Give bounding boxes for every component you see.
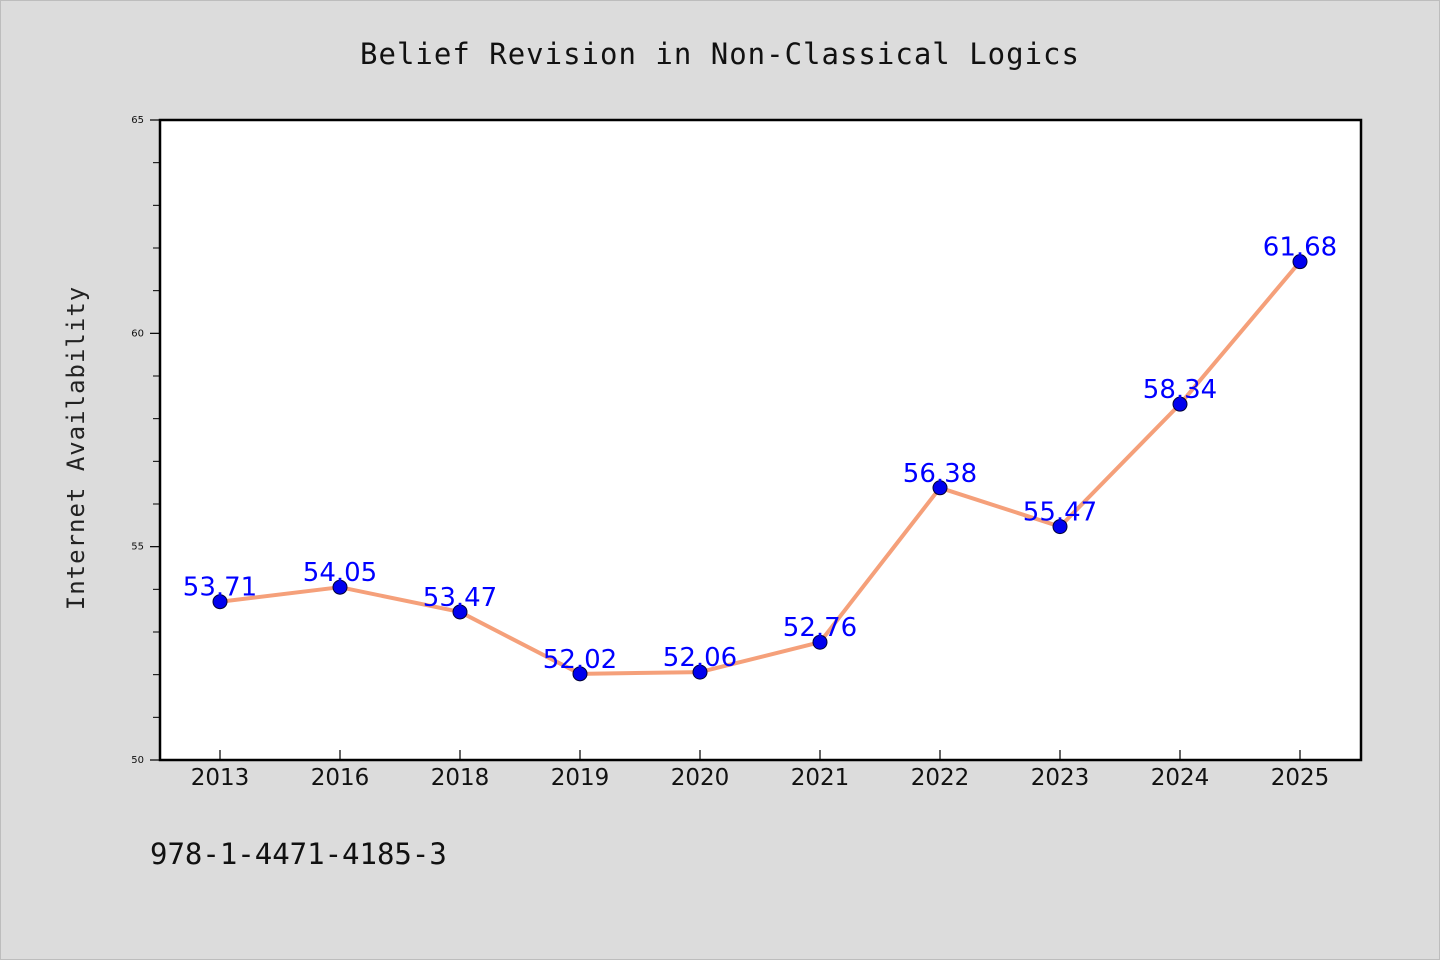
data-point (1172, 396, 1188, 412)
chart-title: Belief Revision in Non-Classical Logics (360, 37, 1080, 71)
y-tick-label: 60 (131, 328, 144, 339)
x-tick-label: 2018 (431, 765, 490, 791)
series-line (218, 259, 1302, 676)
y-tick-label: 55 (131, 542, 144, 553)
x-tick-label: 2023 (1031, 765, 1090, 791)
y-tick-label: 65 (131, 115, 144, 126)
data-label: 55.47 (1023, 498, 1097, 528)
y-axis-label: Internet Availability (62, 286, 90, 610)
data-point (1292, 254, 1308, 270)
x-tick-label: 2025 (1271, 765, 1330, 791)
data-label: 52.02 (543, 645, 617, 675)
x-tick-label: 2020 (671, 765, 730, 791)
data-label: 52.06 (663, 643, 737, 673)
data-label: 53.71 (183, 573, 257, 603)
x-axis-ticks: 2013 2016 2018 2019 2020 2021 2022 2023 2024 2025 (191, 750, 1330, 791)
x-tick-label: 2021 (791, 765, 850, 791)
data-point (572, 666, 588, 682)
data-label: 53.47 (423, 583, 497, 613)
data-point (692, 664, 708, 680)
x-tick-label: 2019 (551, 765, 610, 791)
data-labels-group: 53.71 54.05 53.47 52.02 52.06 52.76 56.38 55.47… (183, 233, 1337, 675)
data-point (332, 579, 348, 595)
series-group (212, 254, 1308, 682)
data-point (1052, 519, 1068, 535)
x-tick-label: 2022 (911, 765, 970, 791)
isbn-footer: 978-1-4471-4185-3 (150, 837, 447, 871)
x-tick-label: 2013 (191, 765, 250, 791)
plot-area (158, 118, 1363, 762)
data-point (812, 634, 828, 650)
data-label: 54.05 (303, 558, 377, 588)
x-tick-label: 2016 (311, 765, 370, 791)
data-label: 56.38 (903, 459, 977, 489)
y-tick-label: 50 (131, 755, 144, 766)
data-point (452, 604, 468, 620)
data-label: 61.68 (1263, 233, 1337, 263)
data-label: 58.34 (1143, 375, 1217, 405)
data-label: 52.76 (783, 613, 857, 643)
y-axis-ticks: 50 55 60 65 (131, 115, 160, 766)
x-tick-label: 2024 (1151, 765, 1210, 791)
data-point (932, 480, 948, 496)
data-point (212, 594, 228, 610)
